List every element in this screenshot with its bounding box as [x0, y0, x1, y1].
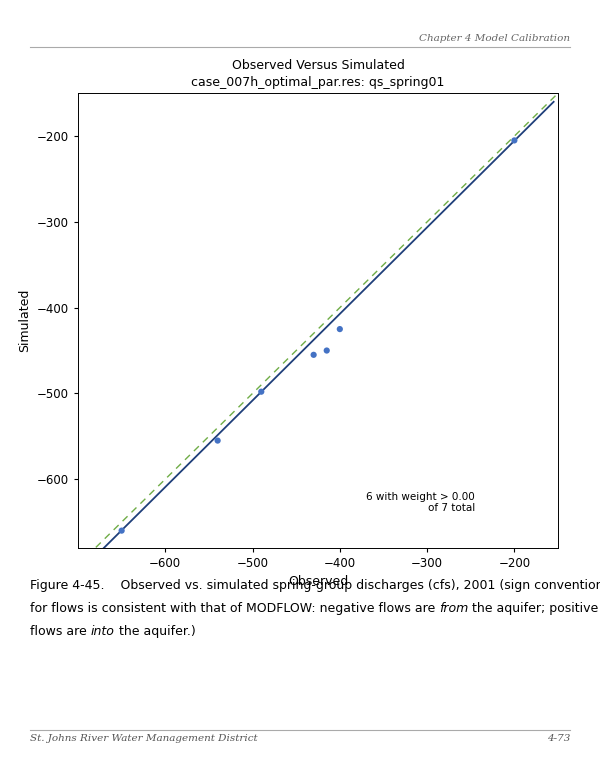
Y-axis label: Simulated: Simulated: [18, 289, 31, 352]
Point: [213, 434, 223, 447]
Point: [309, 349, 319, 361]
X-axis label: Observed: Observed: [288, 575, 348, 588]
Text: flows are: flows are: [30, 625, 91, 639]
Text: Figure 4-45.    Observed vs. simulated spring-group discharges (cfs), 2001 (sign: Figure 4-45. Observed vs. simulated spri…: [30, 579, 600, 592]
Title: Observed Versus Simulated
case_007h_optimal_par.res: qs_spring01: Observed Versus Simulated case_007h_opti…: [191, 59, 445, 89]
Text: into: into: [91, 625, 115, 639]
Point: [322, 344, 332, 357]
Text: 6 with weight > 0.00
of 7 total: 6 with weight > 0.00 of 7 total: [367, 492, 475, 514]
Point: [335, 323, 344, 336]
Text: for flows is consistent with that of MODFLOW: negative flows are: for flows is consistent with that of MOD…: [30, 602, 439, 615]
Text: St. Johns River Water Management District: St. Johns River Water Management Distric…: [30, 734, 257, 744]
Point: [117, 524, 127, 537]
Point: [509, 134, 519, 147]
Text: the aquifer.): the aquifer.): [115, 625, 196, 639]
Point: [256, 385, 266, 398]
Text: the aquifer; positive: the aquifer; positive: [469, 602, 599, 615]
Text: from: from: [439, 602, 469, 615]
Text: Chapter 4 Model Calibration: Chapter 4 Model Calibration: [419, 33, 570, 43]
Text: 4-73: 4-73: [547, 734, 570, 744]
